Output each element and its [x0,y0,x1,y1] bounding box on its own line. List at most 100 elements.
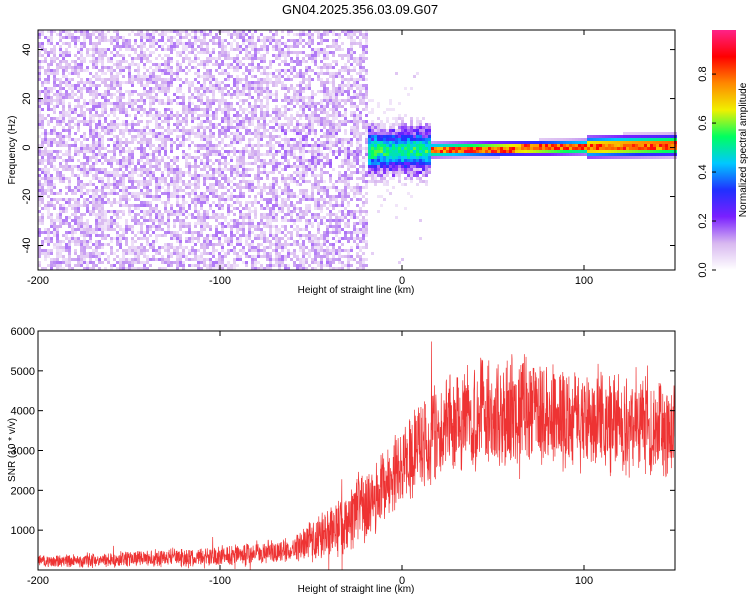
spectrogram-cell [62,240,65,243]
spectrogram-cell [278,48,281,51]
spectrogram-cell [167,228,170,231]
spectrogram-cell [275,105,278,108]
spectrogram-cell [242,99,245,102]
spectrogram-cell [194,162,197,165]
spectrogram-cell [224,264,227,267]
spectrogram-cell [122,192,125,195]
spectrogram-cell [215,192,218,195]
spectrogram-cell [101,102,104,105]
spectrogram-cell [218,129,221,132]
spectrogram-cell [173,177,176,180]
spectrogram-cell [287,78,290,81]
spectrogram-cell [89,102,92,105]
spectrogram-cell [254,156,257,159]
spectrogram-cell [170,84,173,87]
spectrogram-cell [320,207,323,210]
spectrogram-cell [254,264,257,267]
spectrogram-cell [305,210,308,213]
spectrogram-cell [62,117,65,120]
spectrogram-cell [182,42,185,45]
spectrogram-cell [146,120,149,123]
spectrogram-cell [185,162,188,165]
spectrogram-cell [185,108,188,111]
spectrogram-cell [233,246,236,249]
spectrogram-cell [143,180,146,183]
spectrogram-cell [281,156,284,159]
spectrogram-cell [266,225,269,228]
spectrogram-cell [320,249,323,252]
spectrogram-cell [71,234,74,237]
spectrogram-cell [86,48,89,51]
spectrogram-cell [62,60,65,63]
spectrogram-cell [80,228,83,231]
spectrogram-cell [263,171,266,174]
spectrogram-cell [92,81,95,84]
spectrogram-cell [230,48,233,51]
spectrogram-cell [239,183,242,186]
spectrogram-cell [62,159,65,162]
spectrogram-cell [38,33,41,36]
spectrogram-cell [248,144,251,147]
spectrogram-cell [50,153,53,156]
spectrogram-cell [125,189,128,192]
spectrogram-cell [65,222,68,225]
spectrogram-cell [74,243,77,246]
spectrogram-cell [227,54,230,57]
spectrogram-cell [233,48,236,51]
spectrogram-cell [290,60,293,63]
spectrogram-cell [317,180,320,183]
spectrogram-cell [191,120,194,123]
spectrogram-cell [197,177,200,180]
spectrogram-cell [182,51,185,54]
spectrogram-cell [182,45,185,48]
spectrogram-cell [272,195,275,198]
spectrogram-cell [53,258,56,261]
spectrogram-cell [182,207,185,210]
spectrogram-cell [233,84,236,87]
spectrogram-cell [281,198,284,201]
spectrogram-cell [95,42,98,45]
spectrogram-cell [185,36,188,39]
spectrogram-cell [62,219,65,222]
spectrogram-cell [92,96,95,99]
spectrogram-cell [224,99,227,102]
spectrogram-cell [188,147,191,150]
spectrogram-cell [134,249,137,252]
spectrogram-cell [293,252,296,255]
spectrogram-cell [251,168,254,171]
spectrogram-cell [86,198,89,201]
spectrogram-cell [311,258,314,261]
spectrogram-cell [125,156,128,159]
spectrogram-cell [170,108,173,111]
spectrogram-cell [47,183,50,186]
spectrogram-cell [242,138,245,141]
spectrogram-cell [248,105,251,108]
spectrogram-cell [263,222,266,225]
spectrogram-cell [122,162,125,165]
spectrogram-cell [92,231,95,234]
spectrogram-cell [98,255,101,258]
spectrogram-cell [305,135,308,138]
spectrogram-cell [299,75,302,78]
spectrogram-cell [224,156,227,159]
spectrogram-cell [98,153,101,156]
spectrogram-cell [80,42,83,45]
spectrogram-cell [221,258,224,261]
spectrogram-cell [152,198,155,201]
spectrogram-cell [245,69,248,72]
spectrogram-cell [209,174,212,177]
spectrogram-cell [248,102,251,105]
spectrogram-cell [101,189,104,192]
spectrogram-cell [257,243,260,246]
spectrogram-cell [92,204,95,207]
spectrogram-cell [191,66,194,69]
spectrogram-cell [71,111,74,114]
spectrogram-cell [125,249,128,252]
spectrogram-cell [110,108,113,111]
spectrogram-cell [83,267,86,270]
spectrogram-cell [320,234,323,237]
spectrogram-cell [227,195,230,198]
spectrogram-cell [197,150,200,153]
spectrogram-cell [188,180,191,183]
spectrogram-cell [107,123,110,126]
